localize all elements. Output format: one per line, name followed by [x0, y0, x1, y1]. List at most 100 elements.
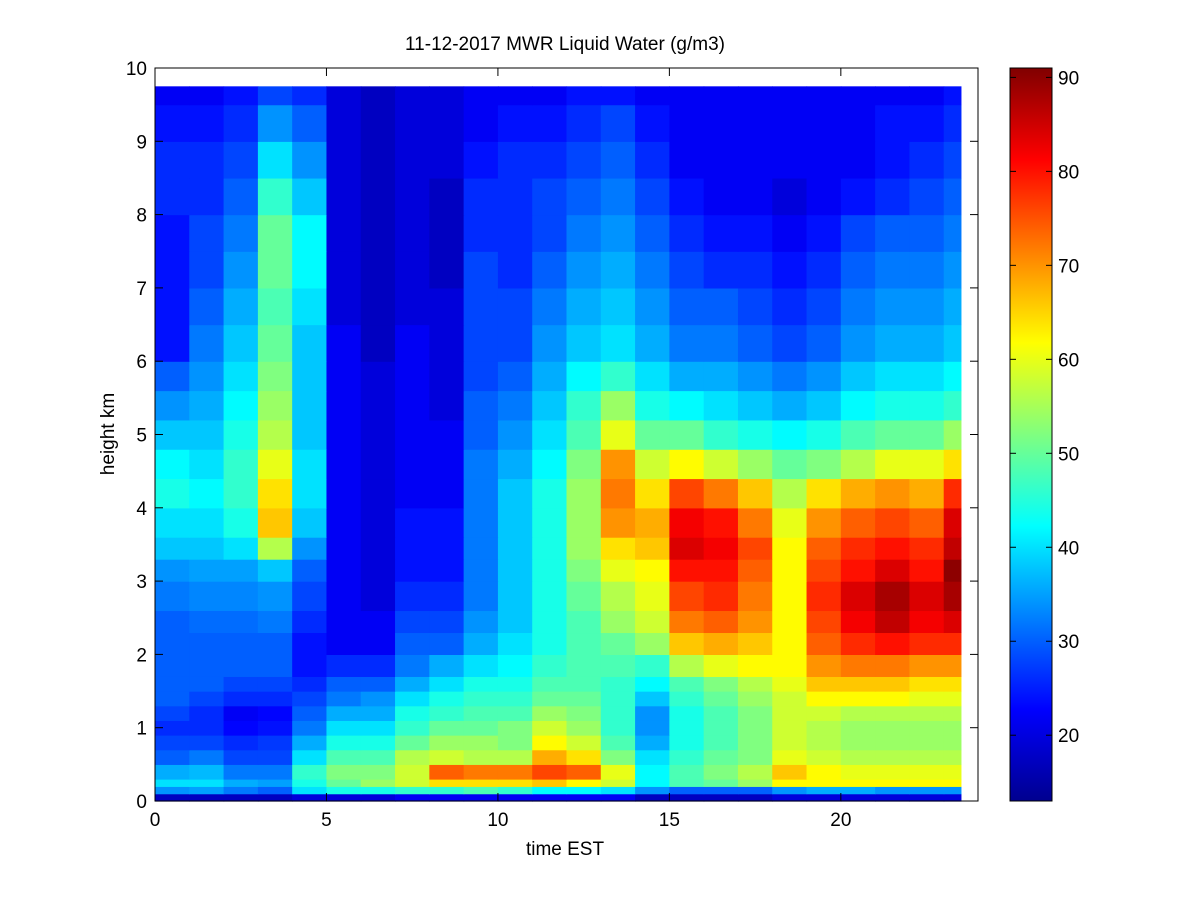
heatmap-cell [875, 86, 911, 106]
y-tick-label: 9 [136, 132, 147, 153]
heatmap-cell [429, 251, 465, 289]
heatmap-cell [360, 654, 396, 677]
heatmap-cell [600, 779, 636, 787]
heatmap-cell [497, 691, 533, 707]
heatmap-cell [155, 177, 190, 216]
y-tick-label: 1 [136, 719, 147, 740]
heatmap-cell [943, 632, 962, 655]
heatmap-cell [155, 610, 190, 634]
heatmap-cell [703, 581, 739, 612]
heatmap-cell [532, 764, 568, 780]
heatmap-cell [257, 581, 293, 612]
heatmap-cell [566, 581, 602, 612]
heatmap-cell [600, 720, 636, 736]
heatmap-cell [635, 705, 670, 721]
heatmap-cell [223, 537, 259, 560]
heatmap-cell [155, 141, 190, 179]
heatmap-cell [463, 705, 499, 721]
heatmap-cell [395, 324, 430, 362]
heatmap-cell [360, 559, 396, 582]
heatmap-cell [223, 793, 259, 802]
heatmap-cell [532, 735, 568, 751]
heatmap-cell [326, 478, 362, 509]
heatmap-cell [943, 449, 962, 480]
heatmap-cell [875, 705, 911, 721]
heatmap-cell [772, 676, 808, 692]
heatmap-cell [532, 779, 568, 787]
heatmap-cell [395, 507, 430, 538]
heatmap-cell [909, 361, 945, 392]
heatmap-cell [600, 793, 636, 802]
heatmap-cell [257, 287, 293, 326]
heatmap-cell [806, 632, 842, 655]
heatmap-cell [806, 654, 842, 677]
heatmap-cell [737, 793, 773, 802]
heatmap-cell [737, 390, 773, 421]
heatmap-cell [635, 449, 670, 480]
heatmap-cell [292, 735, 328, 751]
heatmap-cell [463, 749, 499, 765]
heatmap-cell [223, 287, 259, 326]
heatmap-cell [463, 478, 499, 509]
heatmap-cell [189, 632, 225, 655]
heatmap-cell [840, 676, 876, 692]
heatmap-cell [429, 214, 465, 252]
heatmap-cell [532, 749, 568, 765]
heatmap-cell [532, 419, 568, 450]
heatmap-cell [909, 177, 945, 216]
heatmap-cell [326, 691, 362, 707]
heatmap-cell [429, 537, 465, 560]
heatmap-cell [257, 610, 293, 634]
heatmap-cell [189, 449, 225, 480]
heatmap-cell [189, 779, 225, 787]
heatmap-cell [806, 324, 842, 362]
heatmap-cell [566, 478, 602, 509]
heatmap-cell [875, 764, 911, 780]
heatmap-cell [395, 419, 430, 450]
heatmap-cell [875, 610, 911, 634]
heatmap-cell [875, 632, 911, 655]
heatmap-cell [772, 419, 808, 450]
heatmap-cell [806, 691, 842, 707]
heatmap-cell [223, 654, 259, 677]
heatmap-cell [463, 735, 499, 751]
heatmap-cell [497, 779, 533, 787]
heatmap-cell [806, 705, 842, 721]
heatmap-cell [189, 793, 225, 802]
heatmap-cell [532, 559, 568, 582]
heatmap-cell [875, 104, 911, 142]
heatmap-cell [292, 251, 328, 289]
heatmap-cell [909, 419, 945, 450]
heatmap-cell [943, 478, 962, 509]
heatmap-cell [840, 214, 876, 252]
heatmap-cell [737, 141, 773, 179]
heatmap-cell [532, 214, 568, 252]
heatmap-cell [292, 419, 328, 450]
heatmap-cell [155, 537, 190, 560]
heatmap-cell [189, 786, 225, 795]
heatmap-cell [875, 141, 911, 179]
heatmap-cell [429, 793, 465, 802]
heatmap-cell [395, 104, 430, 142]
heatmap-cell [840, 705, 876, 721]
heatmap-cell [806, 104, 842, 142]
y-tick-label: 3 [136, 572, 147, 593]
heatmap-cell [360, 86, 396, 106]
heatmap-cell [772, 251, 808, 289]
heatmap-cell [669, 779, 705, 787]
heatmap-cell [223, 251, 259, 289]
heatmap-cell [943, 390, 962, 421]
heatmap-cell [635, 361, 670, 392]
heatmap-cell [497, 676, 533, 692]
heatmap-cell [532, 141, 568, 179]
heatmap-cell [772, 214, 808, 252]
heatmap-cell [703, 676, 739, 692]
heatmap-cell [155, 324, 190, 362]
heatmap-cell [840, 390, 876, 421]
heatmap-cell [326, 786, 362, 795]
heatmap-cell [806, 141, 842, 179]
heatmap-cell [669, 691, 705, 707]
heatmap-cell [566, 537, 602, 560]
heatmap-cell [257, 251, 293, 289]
heatmap-cell [189, 537, 225, 560]
